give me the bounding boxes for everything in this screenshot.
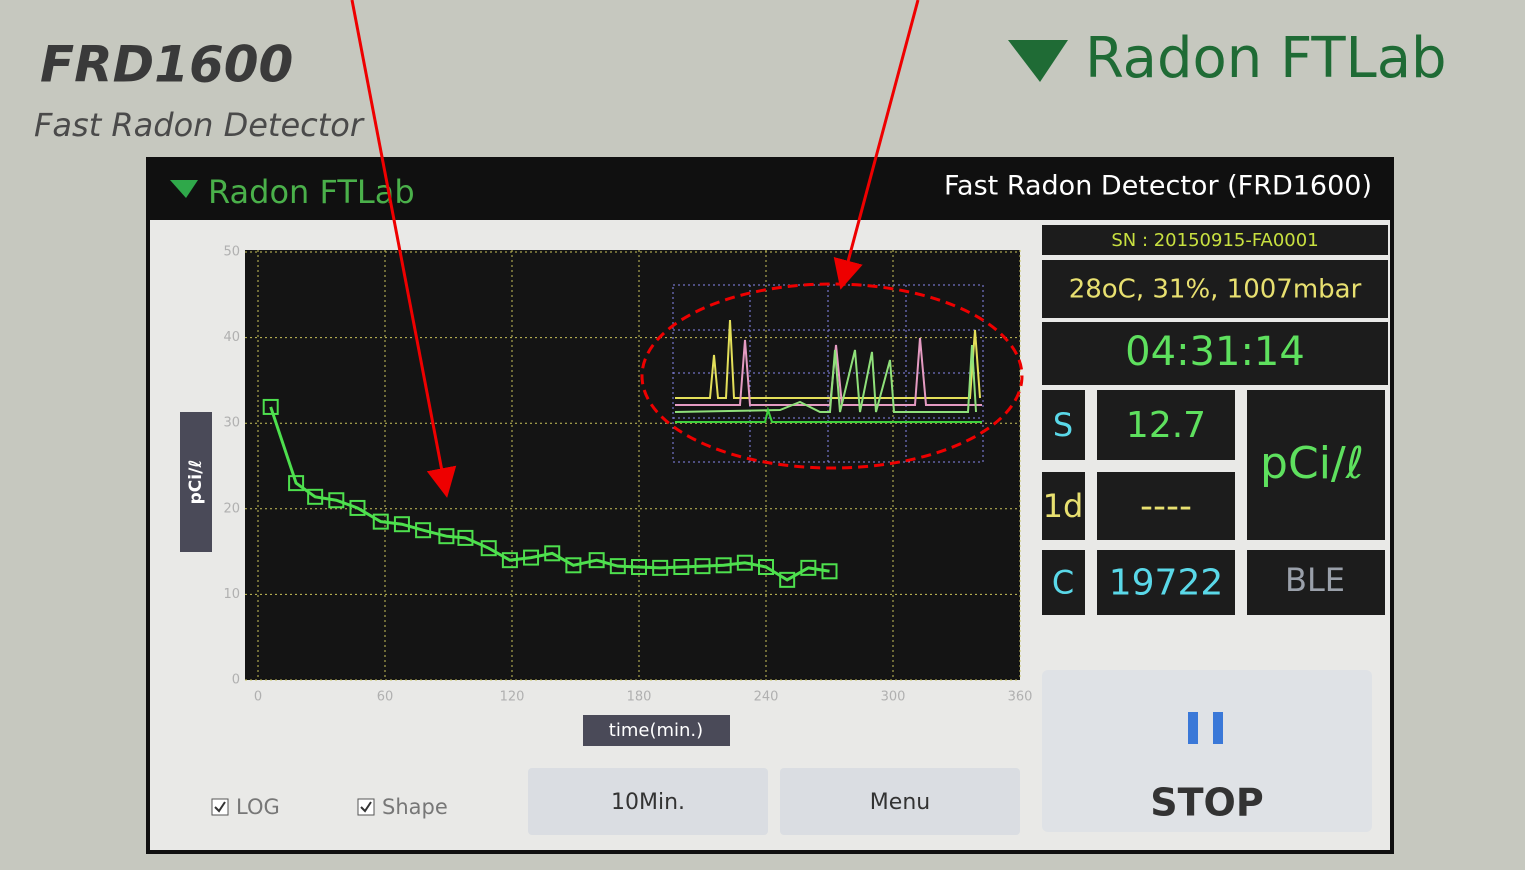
row-key: C: [1052, 564, 1074, 602]
plot-area: [245, 250, 1020, 680]
device: FRD1600 Fast Radon Detector Radon FTLab …: [0, 0, 1525, 870]
device-brand: Radon FTLab: [1085, 26, 1447, 91]
elapsed-time: 04:31:14: [1125, 329, 1305, 375]
ten-min-label: 10Min.: [611, 790, 685, 815]
y-tick-label: 30: [223, 416, 240, 431]
x-tick-label: 300: [881, 690, 906, 705]
y-tick-label: 10: [223, 587, 240, 602]
x-tick-label: 360: [1008, 690, 1033, 705]
page: {"device":{"model":"FRD1600","subtitle":…: [0, 0, 1525, 870]
checkbox-label: Shape: [382, 795, 448, 819]
x-tick-label: 60: [377, 690, 394, 705]
serial-number: SN : 20150915-FA0001: [1111, 230, 1318, 251]
x-axis-label: time(min.): [609, 720, 703, 741]
y-tick-label: 50: [223, 245, 240, 260]
panel-rows: S 12.7 1d ---- C 19722: [1042, 390, 1235, 615]
checkbox-label: LOG: [236, 795, 280, 819]
environment: 28oC, 31%, 1007mbar: [1069, 275, 1362, 305]
y-tick-label: 0: [232, 673, 240, 688]
row-value: 12.7: [1126, 405, 1206, 446]
screen-brand: Radon FTLab: [208, 173, 415, 211]
y-tick-label: 40: [223, 330, 240, 345]
unit: pCi/ℓ: [1260, 438, 1364, 489]
x-tick-label: 120: [500, 690, 525, 705]
device-model: FRD1600: [40, 36, 293, 94]
row-value: 19722: [1109, 563, 1224, 604]
checkbox[interactable]: [358, 799, 374, 815]
row-key: 1d: [1043, 487, 1084, 525]
stop-label: STOP: [1150, 781, 1263, 825]
x-tick-label: 240: [754, 690, 779, 705]
y-axis-label: pCi/ℓ: [186, 460, 206, 505]
x-tick-label: 0: [254, 690, 262, 705]
y-tick-label: 20: [223, 501, 240, 516]
pause-icon: [1188, 712, 1198, 744]
pause-icon: [1213, 712, 1223, 744]
screen-title: Fast Radon Detector (FRD1600): [944, 171, 1372, 202]
checkbox[interactable]: [212, 799, 228, 815]
menu-label: Menu: [870, 790, 930, 815]
row-value: ----: [1140, 486, 1192, 527]
row-key: S: [1053, 406, 1073, 444]
x-tick-label: 180: [627, 690, 652, 705]
device-subtitle: Fast Radon Detector: [34, 106, 365, 144]
status: BLE: [1285, 561, 1345, 599]
